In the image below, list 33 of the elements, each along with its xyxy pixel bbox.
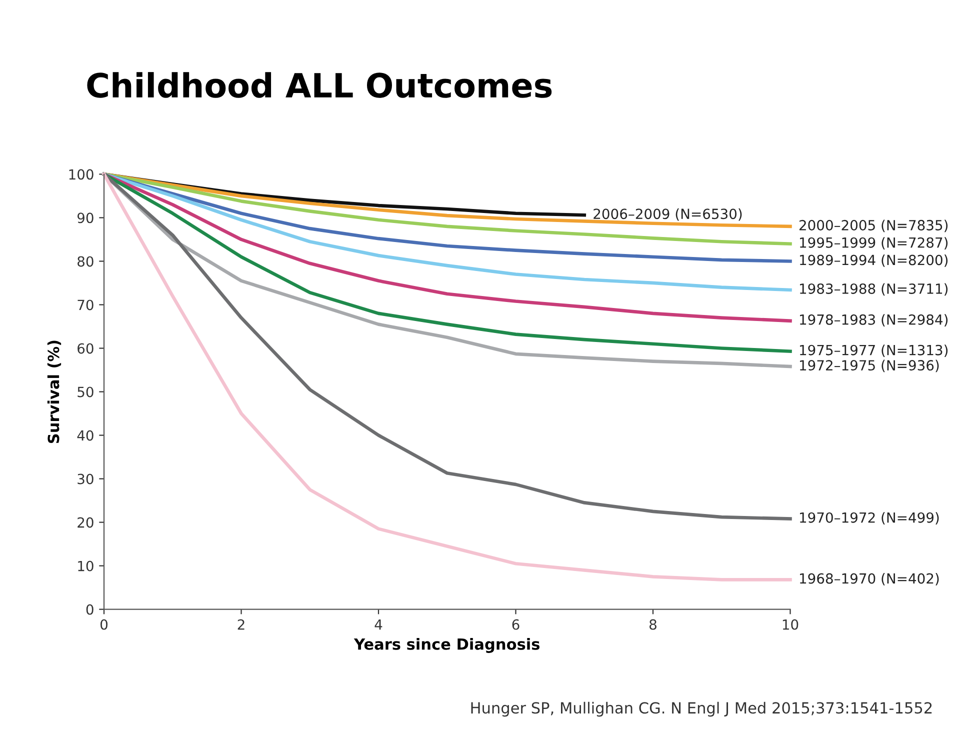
x-tick-label: 8 bbox=[650, 619, 656, 630]
series-label: 1970–1972 (N=499) bbox=[800, 512, 939, 524]
chart-title: Childhood ALL Outcomes bbox=[87, 72, 552, 98]
y-tick-label: 10 bbox=[78, 560, 94, 572]
series-label: 1975–1977 (N=1313) bbox=[800, 344, 948, 357]
series-label: 2000–2005 (N=7835) bbox=[799, 220, 948, 232]
series-label: 1995–1999 (N=7287) bbox=[800, 237, 948, 250]
x-axis-title: Years since Diagnosis bbox=[354, 638, 540, 653]
y-tick-label: 100 bbox=[69, 169, 94, 180]
series-label: 1983–1988 (N=3711) bbox=[800, 283, 948, 296]
x-tick-label: 10 bbox=[782, 619, 798, 630]
series-label: 2006–2009 (N=6530) bbox=[594, 208, 742, 221]
series-label: 1972–1975 (N=936) bbox=[800, 360, 939, 372]
y-tick-label: 0 bbox=[86, 604, 94, 615]
series-label: 1989–1994 (N=8200) bbox=[800, 254, 948, 267]
x-tick-label: 6 bbox=[512, 619, 520, 630]
y-tick-label: 80 bbox=[78, 256, 94, 267]
y-tick-label: 70 bbox=[78, 300, 94, 310]
x-tick-label: 2 bbox=[238, 619, 244, 630]
y-tick-label: 30 bbox=[78, 474, 94, 484]
text: Hunger SP, Mullighan CG. N Engl J Med 2015;373:1541-1552 bbox=[471, 702, 932, 717]
line-series bbox=[102, 172, 792, 246]
x-tick-label: 4 bbox=[374, 619, 382, 630]
y-tick-label: 20 bbox=[78, 517, 94, 528]
y-axis-title: Survival (%) bbox=[47, 340, 62, 444]
y-tick-label: 40 bbox=[77, 430, 94, 441]
y-tick-label: 90 bbox=[77, 212, 94, 224]
series-label: 1968–1970 (N=402) bbox=[800, 573, 939, 586]
line-series bbox=[102, 172, 792, 292]
series-label: 1978–1983 (N=2984) bbox=[800, 314, 948, 326]
y-tick-label: 60 bbox=[78, 343, 94, 354]
y-tick-label: 50 bbox=[78, 386, 94, 398]
x-tick-label: 0 bbox=[100, 619, 108, 630]
